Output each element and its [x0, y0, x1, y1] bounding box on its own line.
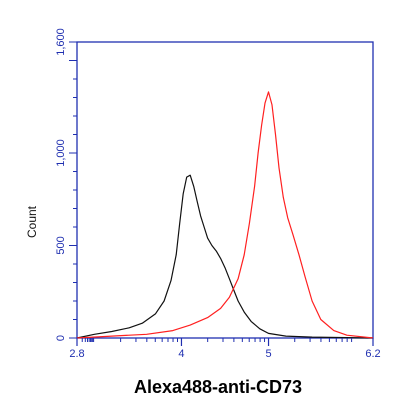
- x-axis-ticks: 2.8 4 5 6.2: [69, 338, 381, 360]
- y-tick-label: 500: [55, 236, 67, 254]
- series-line-2: [76, 91, 374, 339]
- plot-frame: [76, 41, 374, 339]
- x-tick-label: 6.2: [365, 348, 380, 360]
- y-tick-label: 1,000: [55, 139, 67, 167]
- x-tick-label: 5: [265, 348, 271, 360]
- x-axis-label: Alexa488-anti-CD73: [134, 377, 302, 397]
- y-tick-label: 1,600: [55, 28, 67, 56]
- x-tick-label: 2.8: [69, 348, 84, 360]
- plot-area: [76, 41, 374, 339]
- y-axis-ticks: 0 500 1,000 1,600: [55, 28, 77, 341]
- y-tick-label: 0: [55, 335, 67, 341]
- series-line-1: [76, 174, 374, 339]
- y-axis-label: Count: [25, 205, 39, 238]
- series-group: [76, 91, 374, 339]
- x-tick-label: 4: [178, 348, 184, 360]
